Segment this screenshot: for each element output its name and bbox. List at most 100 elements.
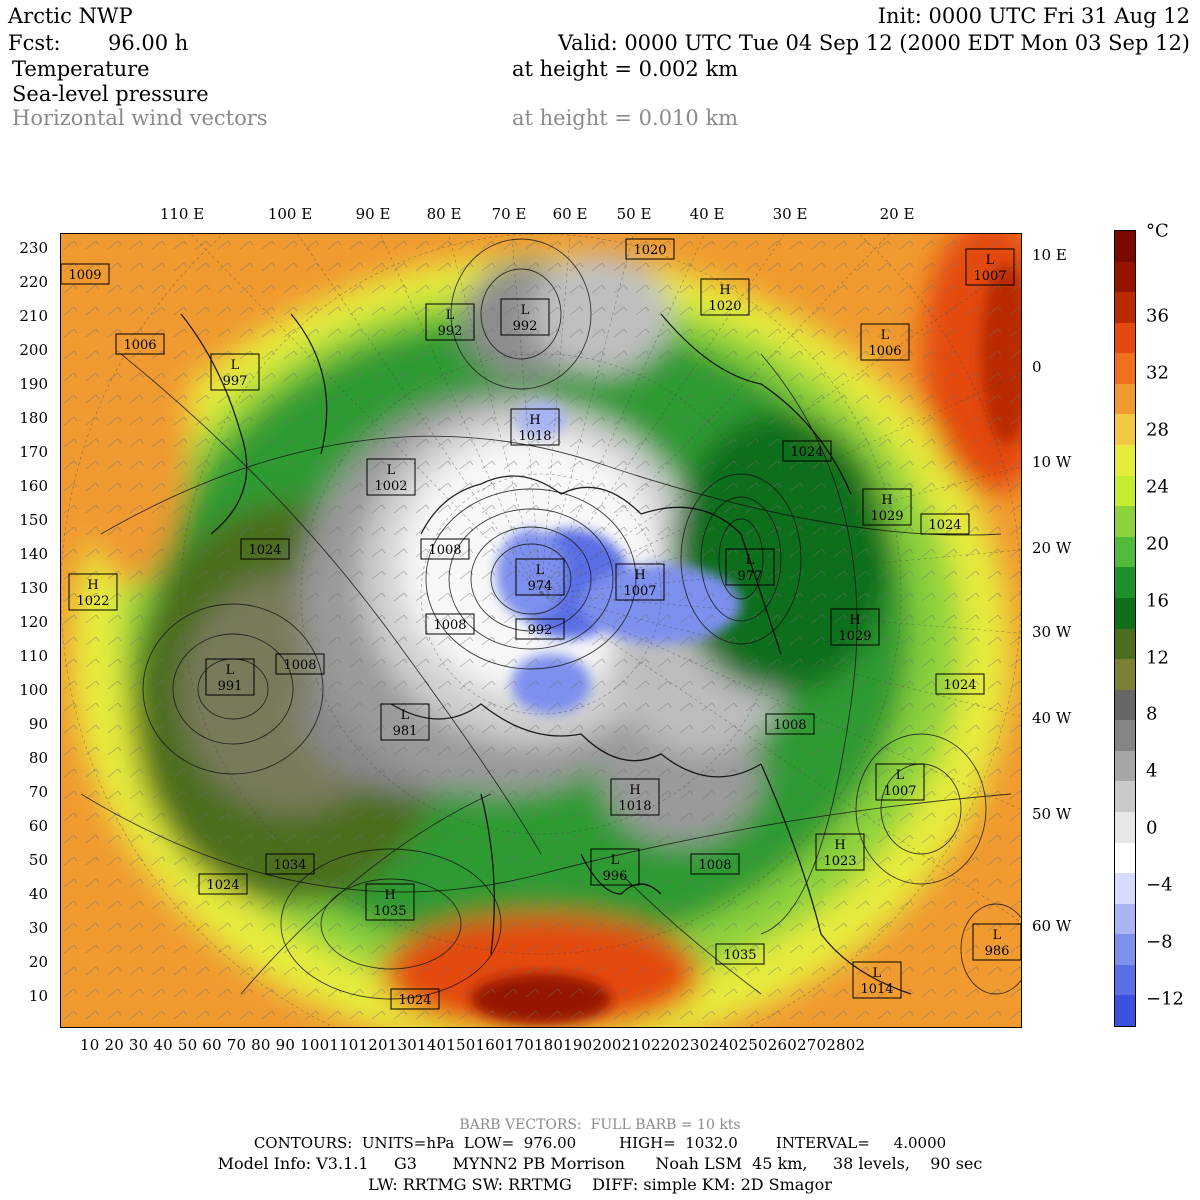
left-grid-label: 110: [19, 647, 48, 665]
top-lon-label: 30 E: [772, 205, 808, 223]
pressure-center-value: 1008: [428, 543, 461, 558]
colorbar-segment: [1115, 383, 1135, 415]
pressure-center-type: L: [401, 708, 410, 723]
pressure-center-value: 1024: [198, 873, 248, 895]
field-wind: Horizontal wind vectors: [12, 106, 268, 130]
right-lon-label: 50 W: [1032, 805, 1072, 823]
pressure-center-value: 981: [393, 724, 418, 739]
left-grid-label: 160: [19, 477, 48, 495]
left-grid-label: 200: [19, 341, 48, 359]
top-lon-label: 60 E: [552, 205, 588, 223]
pressure-center-value: 1024: [782, 440, 832, 462]
colorbar-tick-label: 28: [1146, 419, 1169, 441]
colorbar-segment: [1115, 414, 1135, 446]
colorbar-segment: [1115, 231, 1135, 263]
pressure-center-value: 1024: [928, 518, 961, 533]
pressure-center-type: H: [719, 283, 730, 298]
right-lon-label: 0: [1032, 358, 1042, 376]
pressure-center-value: 1022: [76, 594, 109, 609]
pressure-center-value: 1020: [633, 243, 666, 258]
pressure-center-type: L: [986, 253, 995, 268]
colorbar-segment: [1115, 750, 1135, 782]
colorbar-segment: [1115, 628, 1135, 660]
left-grid-label: 100: [19, 681, 48, 699]
colorbar-segment: [1115, 536, 1135, 568]
pressure-center-type: L: [881, 328, 890, 343]
pressure-center-type: L: [746, 553, 755, 568]
pressure-center-value: 1034: [273, 858, 306, 873]
pressure-center-value: 996: [603, 869, 628, 884]
colorbar-tick-label: −8: [1146, 931, 1173, 953]
colorbar-segment: [1115, 811, 1135, 844]
pressure-center-type: H: [629, 783, 640, 798]
pressure-center-value: 992: [438, 324, 463, 339]
pressure-center-value: 1006: [868, 344, 901, 359]
pressure-center-value: 1008: [275, 653, 325, 675]
pressure-center-value: 1024: [248, 543, 281, 558]
top-lon-label: 70 E: [491, 205, 527, 223]
pressure-center-value: 992: [513, 319, 538, 334]
left-grid-label: 120: [19, 613, 48, 631]
field-wind-height: at height = 0.010 km: [512, 106, 739, 130]
pressure-center-type: H: [634, 568, 645, 583]
top-lon-label: 110 E: [159, 205, 205, 223]
left-grid-label: 180: [19, 409, 48, 427]
pressure-center-value: 1020: [708, 299, 741, 314]
pressure-center-value: 1018: [618, 799, 651, 814]
pressure-center-type: L: [611, 853, 620, 868]
colorbar-segment: [1115, 689, 1135, 721]
pressure-center-type: L: [993, 928, 1002, 943]
pressure-center-type: H: [849, 613, 860, 628]
left-grid-label: 140: [19, 545, 48, 563]
colorbar-segment: [1115, 292, 1135, 324]
pressure-center-value: 1035: [723, 948, 756, 963]
left-grid-label: 30: [28, 919, 48, 937]
coastlines: [180, 313, 912, 995]
left-grid-label: 230: [19, 239, 48, 257]
pressure-center-value: 1009: [68, 268, 101, 283]
pressure-center-value: 1009: [61, 263, 110, 285]
pressure-center-value: 1024: [206, 878, 239, 893]
left-grid-label: 40: [28, 885, 48, 903]
top-lon-label: 90 E: [355, 205, 391, 223]
pressure-center-value: 1024: [398, 993, 431, 1008]
right-lon-label: 10 W: [1032, 453, 1072, 471]
left-grid-label: 150: [19, 511, 48, 529]
temperature-colorbar: [1114, 230, 1136, 1027]
graticule: [61, 234, 1021, 1027]
colorbar-segment: [1115, 842, 1135, 874]
pressure-center-value: 1023: [823, 854, 856, 869]
left-grid-label: 190: [19, 375, 48, 393]
pressure-center-type: L: [536, 563, 545, 578]
left-grid-label: 220: [19, 273, 48, 291]
pressure-center-type: L: [873, 966, 882, 981]
colorbar-tick-label: −12: [1146, 988, 1184, 1010]
model-title: Arctic NWP: [8, 4, 133, 28]
pressure-center-value: 992: [515, 618, 565, 640]
right-lon-label: 30 W: [1032, 623, 1072, 641]
model-info: Model Info: V3.1.1 G3 MYNN2 PB Morrison …: [217, 1154, 983, 1173]
pressure-center-value: 1008: [283, 658, 316, 673]
colorbar-segment: [1115, 567, 1135, 599]
left-grid-label: 210: [19, 307, 48, 325]
pressure-center-value: 1002: [374, 479, 407, 494]
colorbar-segment: [1115, 353, 1135, 385]
pressure-center-value: 1024: [920, 513, 970, 535]
pressure-center-value: 1035: [715, 943, 765, 965]
top-lon-label: 100 E: [267, 205, 313, 223]
valid-time: Valid: 0000 UTC Tue 04 Sep 12 (2000 EDT …: [557, 31, 1190, 55]
forecast-map: 1009 1006 L 997 L 992 L 992 1020 H 1020 L 1007 L 1006 H…: [60, 233, 1022, 1028]
colorbar-unit: °C: [1146, 220, 1169, 242]
pressure-center-value: 986: [985, 944, 1010, 959]
